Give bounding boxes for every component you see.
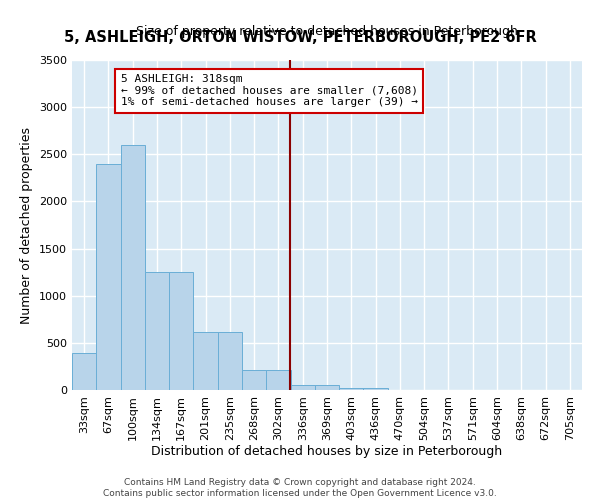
Bar (169, 272, 193, 390)
X-axis label: Distribution of detached houses by size in Peterborough: Distribution of detached houses by size … (151, 446, 503, 458)
Bar (121, 145, 145, 390)
Bar (290, 386, 315, 390)
Title: Size of property relative to detached houses in Peterborough: Size of property relative to detached ho… (136, 25, 518, 38)
Bar (266, 370, 290, 390)
Bar (145, 272, 169, 390)
Text: 5, ASHLEIGH, ORTON WISTOW, PETERBOROUGH, PE2 6FR: 5, ASHLEIGH, ORTON WISTOW, PETERBOROUGH,… (64, 30, 536, 45)
Text: 5 ASHLEIGH: 318sqm
← 99% of detached houses are smaller (7,608)
1% of semi-detac: 5 ASHLEIGH: 318sqm ← 99% of detached hou… (121, 74, 418, 108)
Bar (72, 353, 96, 390)
Bar (242, 370, 266, 390)
Bar (315, 386, 339, 390)
Bar (218, 332, 242, 390)
Bar (96, 164, 121, 390)
Bar (364, 388, 388, 390)
Bar (193, 332, 218, 390)
Bar (339, 388, 364, 390)
Text: Contains HM Land Registry data © Crown copyright and database right 2024.
Contai: Contains HM Land Registry data © Crown c… (103, 478, 497, 498)
Y-axis label: Number of detached properties: Number of detached properties (20, 126, 34, 324)
